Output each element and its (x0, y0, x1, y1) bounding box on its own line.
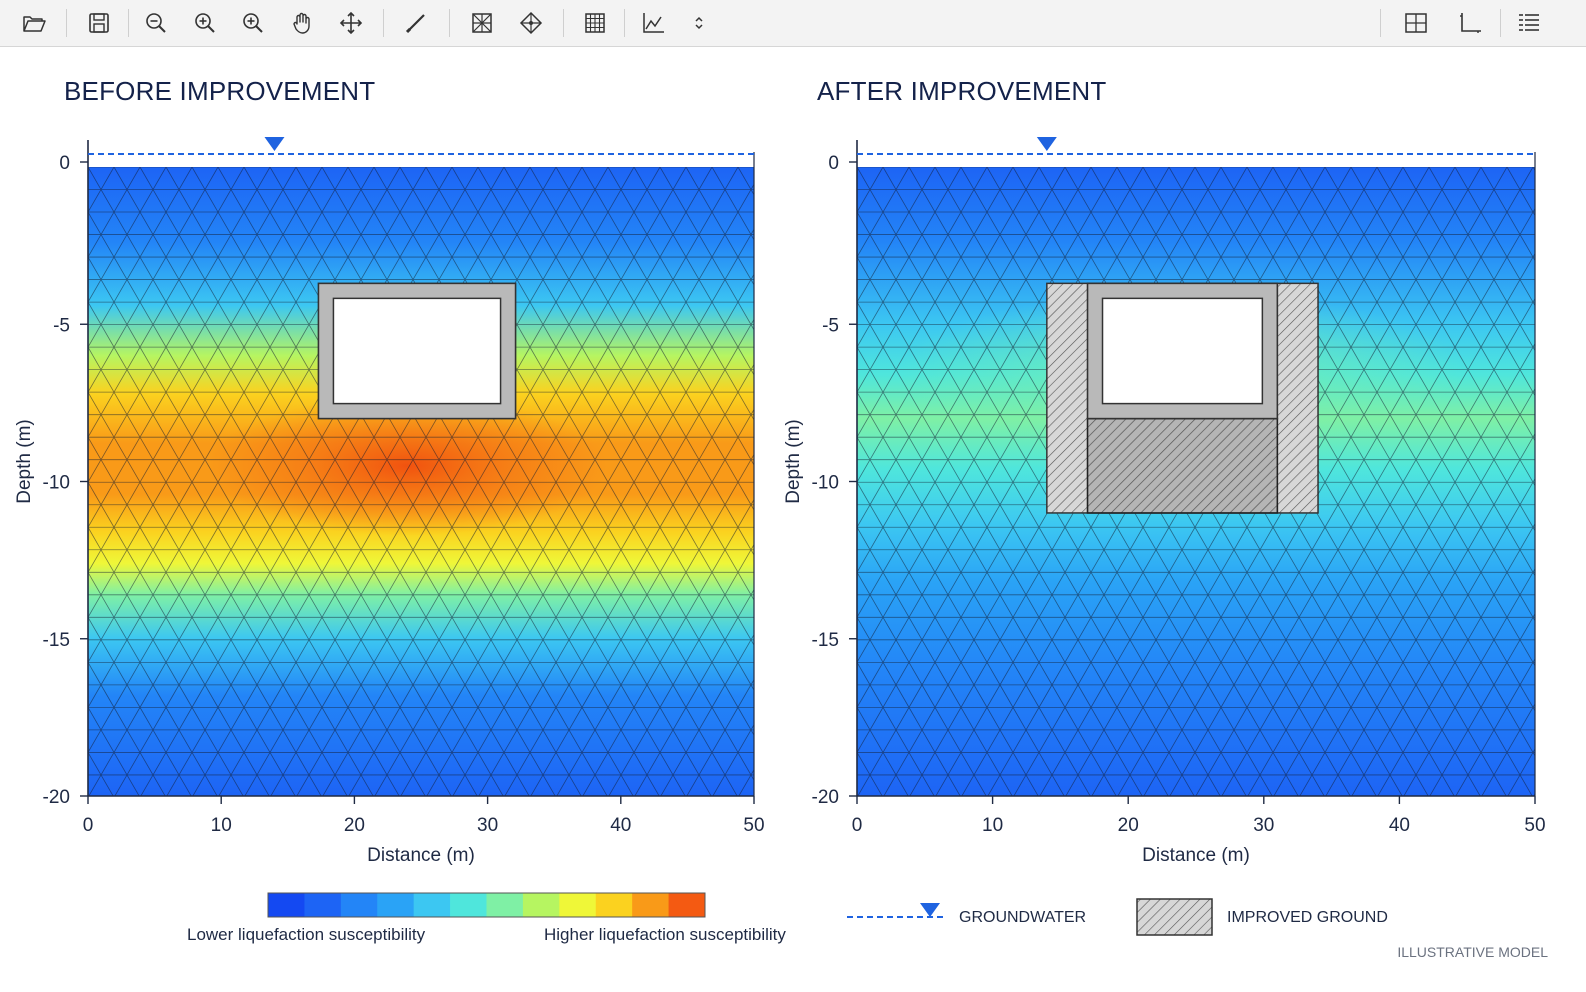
colorbar-swatch (340, 893, 378, 917)
structure-opening (332, 297, 502, 405)
x-tick-label: 40 (610, 815, 631, 836)
pan-hand-icon[interactable] (286, 7, 318, 39)
y-tick-label: -5 (822, 315, 839, 336)
layout-split-icon[interactable] (1400, 7, 1432, 39)
x-tick-label: 20 (344, 815, 365, 836)
y-axis-title: Depth (m) (14, 419, 35, 503)
colorbar-swatch (304, 893, 342, 917)
colorbar-swatch (595, 893, 633, 917)
colorbar (267, 892, 706, 918)
colorbar-swatch (632, 893, 670, 917)
x-tick-label: 50 (1524, 815, 1545, 836)
x-tick-label: 10 (982, 815, 1003, 836)
colorbar-swatch (268, 893, 305, 917)
colorbar-swatch (377, 893, 415, 917)
legend-improved-swatch (1136, 898, 1213, 936)
panel-title-after: AFTER IMPROVEMENT (817, 76, 1107, 106)
legend-list-icon[interactable] (1513, 7, 1545, 39)
zoom-fit-icon[interactable] (237, 7, 269, 39)
x-tick-label: 30 (1253, 815, 1274, 836)
node-icon[interactable] (515, 7, 547, 39)
legend (847, 898, 1213, 936)
x-tick-label: 0 (83, 815, 94, 836)
y-tick-label: 0 (828, 153, 839, 174)
colorbar-swatch (559, 893, 597, 917)
colorbar-swatch (413, 893, 451, 917)
y-tick-label: -20 (43, 787, 70, 808)
legend-groundwater-label: GROUNDWATER (959, 909, 1087, 926)
colorbar-swatch (450, 893, 487, 917)
mesh-icon[interactable] (466, 7, 498, 39)
x-tick-label: 30 (477, 815, 498, 836)
x-tick-label: 0 (852, 815, 863, 836)
x-axis-title: Distance (m) (1142, 845, 1250, 866)
grid-icon[interactable] (579, 7, 611, 39)
chevron-updown-icon[interactable] (683, 7, 715, 39)
y-tick-label: -10 (43, 473, 70, 494)
panel-title-before: BEFORE IMPROVEMENT (64, 76, 376, 106)
illustrative-model-note: ILLUSTRATIVE MODEL (1397, 944, 1548, 960)
y-tick-label: -10 (812, 473, 839, 494)
x-axis-title: Distance (m) (367, 845, 475, 866)
x-tick-label: 20 (1118, 815, 1139, 836)
colorbar-high-label: Higher liquefaction susceptibility (544, 925, 786, 944)
x-tick-label: 40 (1389, 815, 1410, 836)
axes-icon[interactable] (1454, 7, 1486, 39)
y-tick-label: -15 (43, 630, 70, 651)
x-tick-label: 10 (211, 815, 232, 836)
groundwater-marker-icon (264, 137, 285, 151)
y-tick-label: 0 (59, 153, 70, 174)
draw-line-icon[interactable] (400, 7, 432, 39)
legend-groundwater-marker-icon (920, 903, 940, 917)
structure-opening (1101, 297, 1264, 405)
colorbar-swatch (522, 893, 560, 917)
x-tick-label: 50 (743, 815, 764, 836)
save-icon[interactable] (83, 7, 115, 39)
zoom-out-icon[interactable] (140, 7, 172, 39)
colorbar-border (267, 892, 706, 918)
groundwater-marker-icon (1036, 137, 1057, 151)
y-tick-label: -20 (812, 787, 839, 808)
y-tick-label: -5 (53, 315, 70, 336)
colorbar-low-label: Lower liquefaction susceptibility (187, 925, 426, 944)
graph-icon[interactable] (637, 7, 669, 39)
legend-improved-label: IMPROVED GROUND (1227, 909, 1388, 926)
move-icon[interactable] (335, 7, 367, 39)
zoom-in-icon[interactable] (189, 7, 221, 39)
toolbar (0, 0, 1586, 47)
colorbar-swatch (486, 893, 524, 917)
y-axis-title: Depth (m) (783, 419, 804, 503)
y-tick-label: -15 (812, 630, 839, 651)
colorbar-swatch (668, 893, 706, 917)
improved-ground-base (1086, 417, 1279, 514)
open-folder-icon[interactable] (18, 7, 50, 39)
